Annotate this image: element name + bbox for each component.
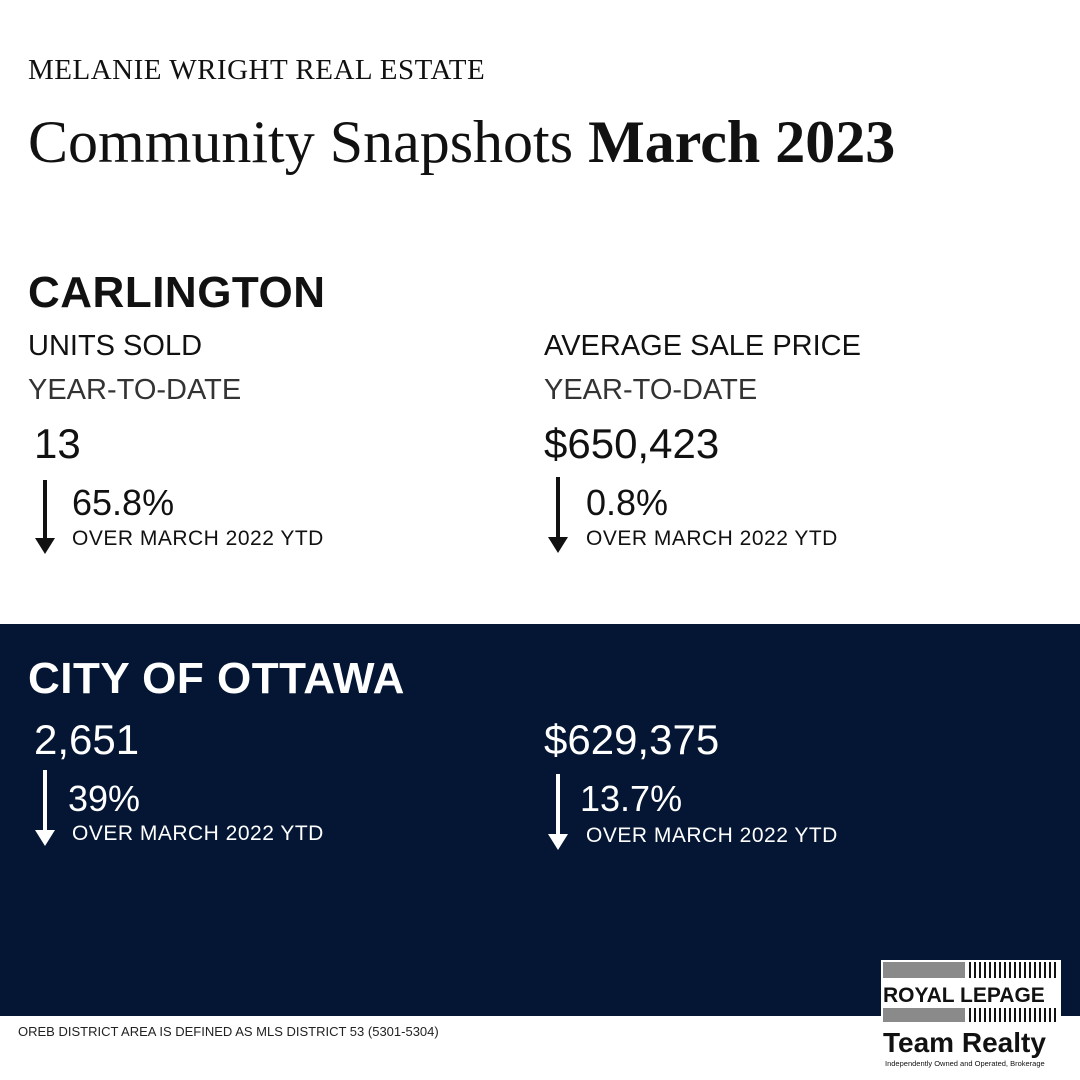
arrow-down-icon	[548, 774, 568, 850]
page-title: Community Snapshots March 2023	[28, 108, 895, 177]
price-ytd-label: YEAR-TO-DATE	[544, 374, 758, 406]
price-change-value: 0.8%	[586, 482, 669, 523]
avg-price-value: $650,423	[544, 420, 720, 467]
community-name: CARLINGTON	[28, 268, 326, 317]
logo-line1: ROYAL LEPAGE	[883, 984, 1045, 1007]
city-price-value: $629,375	[544, 716, 720, 763]
city-units-compare: OVER MARCH 2022 YTD	[72, 822, 324, 845]
units-change-value: 65.8%	[72, 482, 175, 523]
city-units-change: 39%	[68, 778, 141, 819]
city-units-value: 2,651	[34, 716, 140, 763]
avg-price-label: AVERAGE SALE PRICE	[544, 330, 861, 362]
city-price-change: 13.7%	[580, 778, 683, 819]
logo-line3: Independently Owned and Operated, Broker…	[885, 1059, 1045, 1068]
units-sold-label: UNITS SOLD	[28, 330, 203, 362]
units-sold-value: 13	[34, 420, 81, 467]
footnote: OREB DISTRICT AREA IS DEFINED AS MLS DIS…	[18, 1024, 439, 1039]
arrow-down-icon	[35, 480, 55, 554]
units-ytd-label: YEAR-TO-DATE	[28, 374, 242, 406]
title-regular: Community Snapshots	[28, 109, 574, 175]
arrow-down-icon	[35, 770, 55, 846]
city-price-compare: OVER MARCH 2022 YTD	[586, 824, 838, 847]
city-panel: CITY OF OTTAWA 2,651 39% OVER MARCH 2022…	[0, 624, 1080, 1016]
title-bold: March 2023	[588, 109, 896, 175]
logo-line2: Team Realty	[883, 1027, 1046, 1058]
price-compare-label: OVER MARCH 2022 YTD	[586, 527, 838, 550]
arrow-down-icon	[548, 477, 568, 553]
royal-lepage-logo: ROYAL LEPAGE Team Realty Independently O…	[881, 960, 1061, 1072]
units-compare-label: OVER MARCH 2022 YTD	[72, 527, 324, 550]
city-name: CITY OF OTTAWA	[28, 654, 405, 703]
brand-name: MELANIE WRIGHT REAL ESTATE	[28, 54, 486, 86]
